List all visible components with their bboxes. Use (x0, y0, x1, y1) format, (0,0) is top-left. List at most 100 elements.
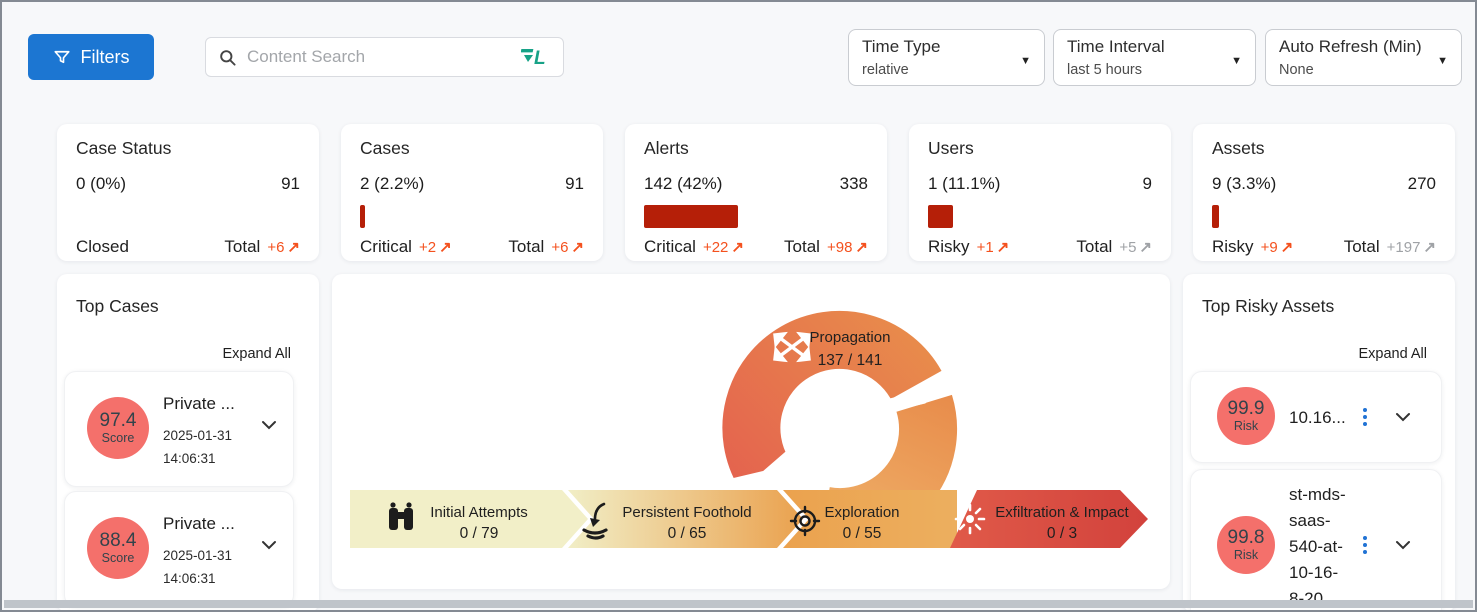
stat-card-assets: Assets 9 (3.3%) 270 Risky +9 ↗ Total +19… (1193, 124, 1455, 261)
stage-exfiltration-impact[interactable]: Exfiltration & Impact 0 / 3 (950, 490, 1148, 548)
kill-chain-panel: Propagation 137 / 141 Initial Attempts 0… (332, 274, 1170, 589)
top-risky-assets-panel: Top Risky Assets Expand All 99.9 Risk 10… (1183, 274, 1455, 610)
stat-title: Assets (1212, 138, 1265, 158)
stat-total: 270 (1407, 174, 1436, 193)
stat-right-label: Total (784, 237, 820, 256)
severity-bar (644, 205, 739, 228)
stat-right-delta: +6 (551, 239, 569, 256)
time-interval-label: Time Interval (1067, 37, 1165, 56)
top-cases-panel: Top Cases Expand All 97.4 Score Private … (57, 274, 319, 610)
trend-up-icon[interactable]: ↗ (571, 239, 584, 256)
case-score-label: Score (101, 430, 135, 445)
asset-risk: 99.8 (1227, 526, 1265, 548)
asset-name: st-mds-saas-540-at-10-16-8-20 (1289, 485, 1346, 608)
case-date: 2025-01-31 (163, 548, 233, 563)
chevron-down-icon[interactable] (261, 540, 277, 550)
stat-left-delta: +1 (976, 239, 994, 256)
case-date: 2025-01-31 (163, 428, 233, 443)
chevron-down-icon[interactable] (1395, 540, 1411, 550)
filters-button[interactable]: Filters (28, 34, 154, 80)
stat-left-delta: +22 (702, 239, 729, 256)
time-type-dropdown[interactable]: Time Type relative ▼ (848, 29, 1045, 86)
top-cases-title: Top Cases (76, 296, 159, 316)
trend-up-icon[interactable]: ↗ (1423, 239, 1436, 256)
propagation-shuffle-icon (773, 331, 811, 363)
stat-fraction: 0 (0%) (76, 174, 127, 193)
stage-label: Initial Attempts (430, 504, 528, 521)
stat-right-delta: +6 (267, 239, 285, 256)
severity-bar (928, 205, 953, 228)
stage-persistent-foothold[interactable]: Persistent Foothold 0 / 65 (568, 490, 803, 548)
case-time: 14:06:31 (163, 451, 216, 466)
horizontal-scrollbar[interactable] (4, 600, 1473, 608)
kebab-menu-icon[interactable] (1363, 408, 1367, 426)
binoculars-icon (389, 502, 413, 530)
stat-title: Cases (360, 138, 410, 158)
trend-up-icon[interactable]: ↗ (731, 239, 744, 256)
stat-left-delta: +2 (418, 239, 437, 256)
stat-card-users: Users 1 (11.1%) 9 Risky +1 ↗ Total +5 ↗ (909, 124, 1171, 261)
stat-left-label: Closed (76, 237, 129, 256)
asset-item[interactable]: 99.9 Risk 10.16... (1190, 371, 1442, 463)
trend-up-icon[interactable]: ↗ (439, 239, 452, 256)
case-timestamp: 2025-01-31 14:06:31 (163, 424, 232, 470)
lucene-logo-icon[interactable]: L (521, 46, 551, 68)
stat-left-label: Critical (360, 237, 412, 256)
chevron-down-icon[interactable] (1395, 412, 1411, 422)
stat-right-delta: +5 (1119, 239, 1137, 256)
kill-chain-chart: Propagation 137 / 141 Initial Attempts 0… (350, 310, 1148, 548)
burst-icon (954, 503, 986, 535)
top-risky-assets-title: Top Risky Assets (1202, 296, 1335, 316)
severity-bar (360, 205, 365, 228)
content-search-input[interactable] (245, 46, 513, 68)
trend-up-icon[interactable]: ↗ (1139, 239, 1152, 256)
stat-left-label: Risky (1212, 237, 1254, 256)
trend-up-icon[interactable]: ↗ (287, 239, 300, 256)
stage-exploration[interactable]: Exploration 0 / 55 (783, 490, 957, 548)
stat-right-label: Total (224, 237, 261, 256)
stage-initial-attempts[interactable]: Initial Attempts 0 / 79 (350, 490, 588, 548)
auto-refresh-dropdown[interactable]: Auto Refresh (Min) None ▼ (1265, 29, 1462, 86)
stage-count: 0 / 3 (1047, 525, 1077, 542)
case-score-badge: 88.4 Score (87, 517, 149, 579)
stat-left-label: Critical (644, 237, 696, 256)
stat-right-delta: +197 (1386, 239, 1421, 256)
stage-count: 0 / 65 (668, 525, 707, 542)
stat-fraction: 9 (3.3%) (1212, 174, 1277, 193)
chevron-down-icon[interactable] (261, 420, 277, 430)
content-search-box: L (205, 37, 564, 77)
case-score: 88.4 (99, 529, 137, 551)
asset-risk: 99.9 (1227, 397, 1265, 419)
case-item[interactable]: 88.4 Score Private ... 2025-01-31 14:06:… (64, 491, 294, 607)
time-interval-dropdown[interactable]: Time Interval last 5 hours ▼ (1053, 29, 1256, 86)
trend-up-icon[interactable]: ↗ (855, 239, 868, 256)
case-score-badge: 97.4 Score (87, 397, 149, 459)
chevron-down-icon: ▼ (1437, 55, 1448, 67)
case-item[interactable]: 97.4 Score Private ... 2025-01-31 14:06:… (64, 371, 294, 487)
expand-all-link[interactable]: Expand All (1358, 346, 1427, 362)
stat-total: 338 (839, 174, 868, 193)
stat-fraction: 2 (2.2%) (360, 174, 425, 193)
stat-card-cases: Cases 2 (2.2%) 91 Critical +2 ↗ Total +6… (341, 124, 603, 261)
kebab-menu-icon[interactable] (1363, 536, 1367, 554)
propagation-count: 137 / 141 (818, 352, 883, 369)
asset-item[interactable]: 99.8 Risk st-mds-saas-540-at-10-16-8-20 (1190, 469, 1442, 610)
stat-right-delta: +98 (826, 239, 853, 256)
stat-total: 91 (565, 174, 584, 193)
auto-refresh-value: None (1279, 62, 1314, 78)
trend-up-icon[interactable]: ↗ (996, 239, 1010, 256)
stage-label: Exfiltration & Impact (995, 504, 1129, 521)
auto-refresh-label: Auto Refresh (Min) (1279, 37, 1422, 56)
foothold-anchor-icon (582, 502, 608, 540)
stat-title: Users (928, 138, 974, 158)
case-time: 14:06:31 (163, 571, 216, 586)
stat-fraction: 142 (42%) (644, 174, 723, 193)
chevron-down-icon: ▼ (1231, 55, 1242, 67)
crosshair-icon (789, 505, 821, 537)
expand-all-link[interactable]: Expand All (222, 346, 291, 362)
filters-label: Filters (80, 46, 130, 67)
stat-title: Case Status (76, 138, 172, 158)
asset-risk-badge: 99.8 Risk (1217, 516, 1275, 574)
chevron-down-icon: ▼ (1020, 55, 1031, 67)
trend-up-icon[interactable]: ↗ (1280, 239, 1294, 256)
